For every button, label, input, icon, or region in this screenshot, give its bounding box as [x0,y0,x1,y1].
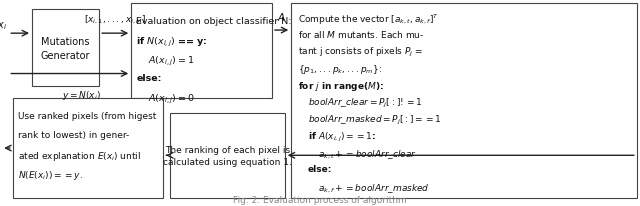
Text: Evaluation on object classifier N:: Evaluation on object classifier N: [136,16,292,25]
Text: $A(x_{i,j}) = 0$: $A(x_{i,j}) = 0$ [148,92,195,105]
FancyBboxPatch shape [131,4,272,99]
Text: The ranking of each pixel is
calculated using equation 1.: The ranking of each pixel is calculated … [163,145,292,166]
Text: $\{p_1,...p_k,...p_m\}$:: $\{p_1,...p_k,...p_m\}$: [298,63,381,76]
Text: $[x_{i,1},...,x_{i,M}]$: $[x_{i,1},...,x_{i,M}]$ [84,14,146,26]
Text: $boolArr\_clear = P_j[:] != 1$: $boolArr\_clear = P_j[:] != 1$ [308,97,422,110]
Text: tant j consists of pixels $P_j$ =: tant j consists of pixels $P_j$ = [298,46,423,59]
Text: else:: else: [308,164,332,173]
Text: Compute the vector $[a_{k,t}, a_{k,f}]^T$: Compute the vector $[a_{k,t}, a_{k,f}]^T… [298,12,438,27]
Text: if $A(x_{i,j}) == 1$:: if $A(x_{i,j}) == 1$: [308,131,376,144]
Text: $a_{k,f} += boolArr\_masked$: $a_{k,f} += boolArr\_masked$ [318,181,430,194]
Text: else:: else: [136,73,162,82]
Text: $A$: $A$ [277,11,286,23]
Text: for $j$ in range($M$):: for $j$ in range($M$): [298,80,383,93]
Text: $boolArr\_masked = P_j[:] == 1$: $boolArr\_masked = P_j[:] == 1$ [308,114,442,127]
Text: for all $M$ mutants. Each mu-: for all $M$ mutants. Each mu- [298,29,424,40]
FancyBboxPatch shape [32,10,99,87]
Text: $N(E(x_i)) == y.$: $N(E(x_i)) == y.$ [18,168,83,181]
FancyBboxPatch shape [13,99,163,198]
Text: Use ranked pixels (from higest: Use ranked pixels (from higest [18,111,156,120]
Text: Fig. 2. Evaluation process of algorithm: Fig. 2. Evaluation process of algorithm [233,195,407,204]
Text: ated explanation $E(x_i)$ until: ated explanation $E(x_i)$ until [18,149,141,162]
Text: $A(x_{i,j}) = 1$: $A(x_{i,j}) = 1$ [148,54,194,67]
FancyBboxPatch shape [291,4,637,198]
Text: $x_i$: $x_i$ [0,20,7,32]
Text: rank to lowest) in gener-: rank to lowest) in gener- [18,130,129,139]
FancyBboxPatch shape [170,113,285,198]
Text: if $N(x_{i,j})$ == y:: if $N(x_{i,j})$ == y: [136,35,208,48]
Text: $a_{k,t} += boolArr\_clear$: $a_{k,t} += boolArr\_clear$ [318,147,417,160]
Text: $y = N(x_i)$: $y = N(x_i)$ [62,89,101,102]
Text: Mutations
Generator: Mutations Generator [41,36,90,60]
